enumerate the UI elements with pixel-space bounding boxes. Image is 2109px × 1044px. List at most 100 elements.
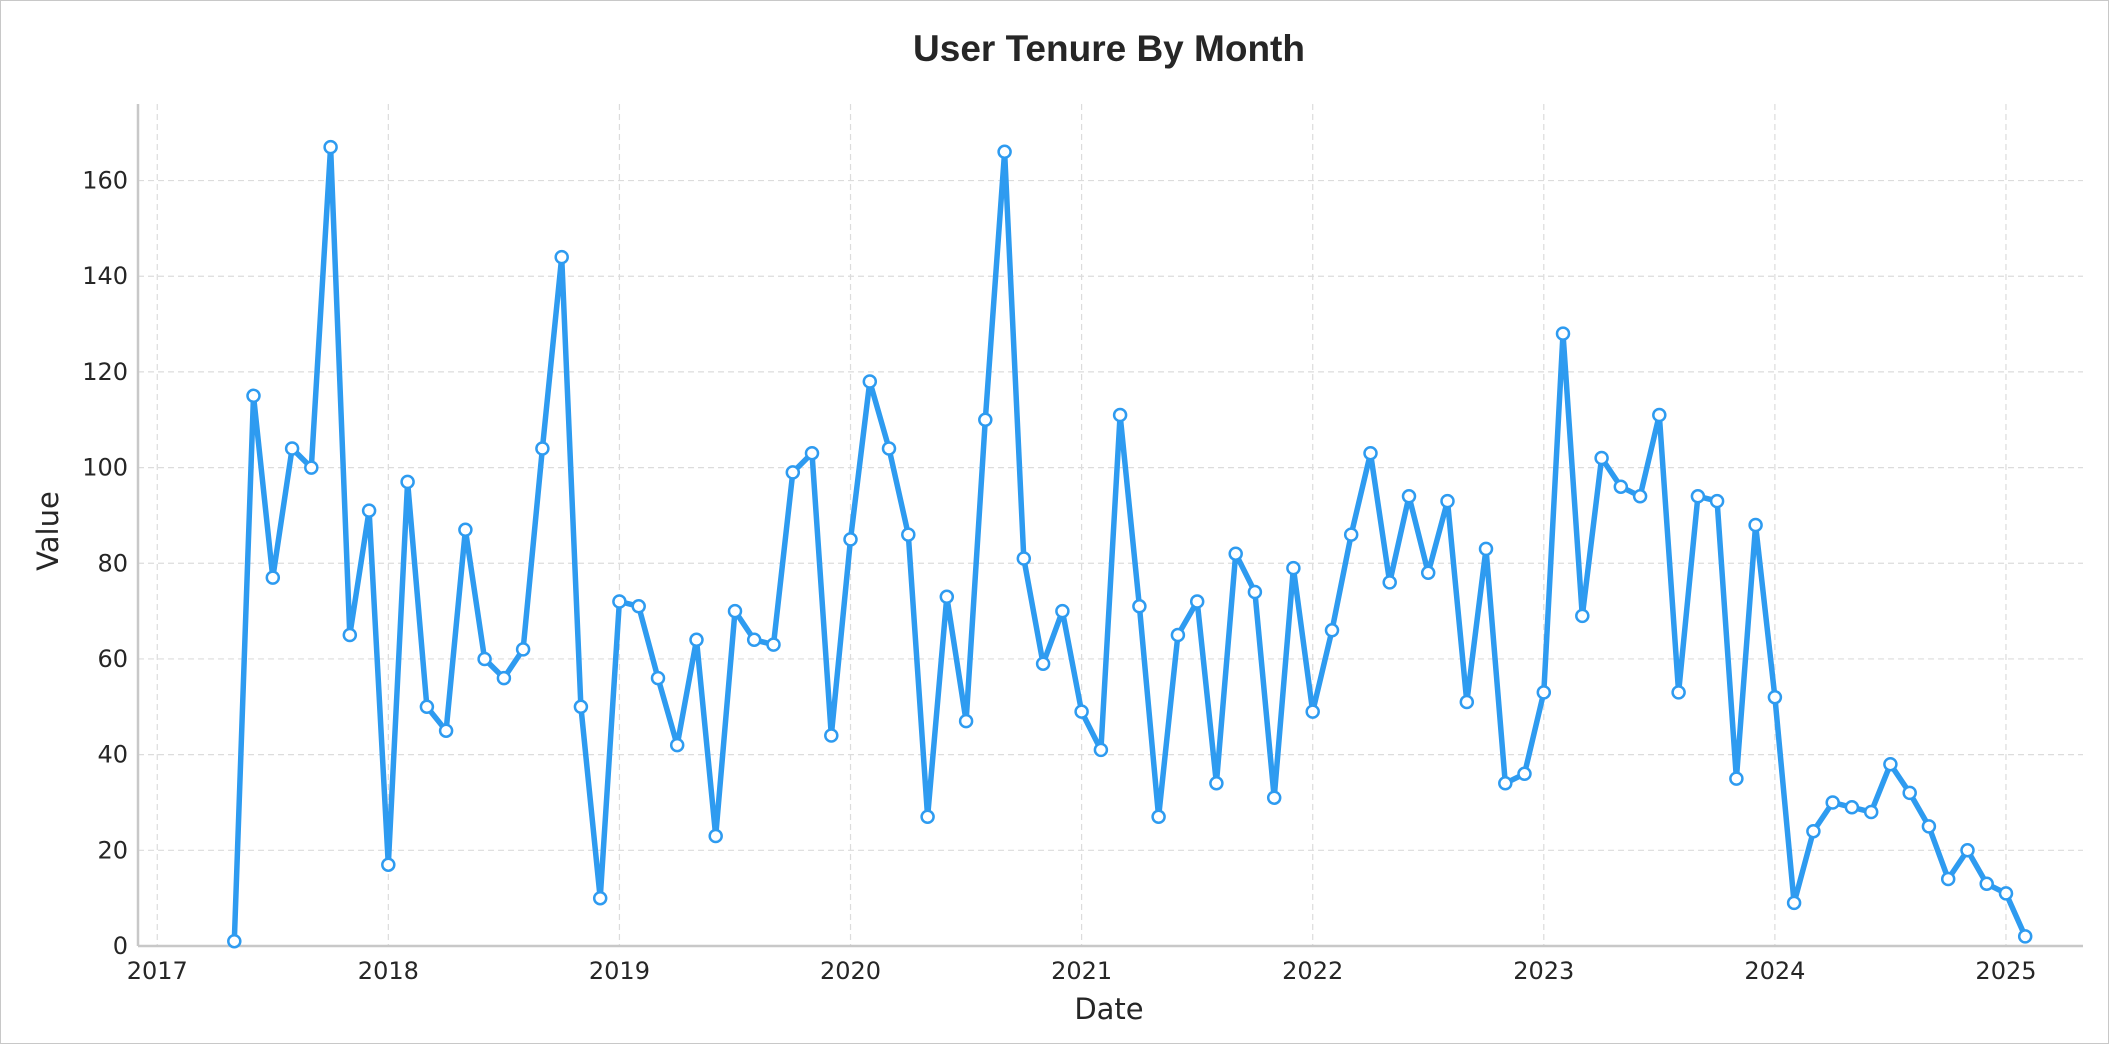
data-point	[958, 713, 974, 729]
data-point	[1363, 445, 1378, 461]
data-point	[1055, 603, 1070, 619]
data-point	[1478, 541, 1494, 557]
x-tick-label: 2024	[1744, 957, 1805, 985]
data-point	[1382, 575, 1397, 590]
data-point	[824, 728, 839, 743]
data-point	[438, 723, 454, 738]
data-point	[1902, 785, 1917, 801]
data-point	[342, 627, 358, 643]
y-axis-label: Value	[31, 491, 65, 571]
x-tick-label: 2023	[1513, 957, 1574, 985]
data-point	[631, 599, 646, 614]
data-point	[862, 374, 878, 389]
data-point	[1883, 756, 1898, 772]
data-point	[1228, 546, 1243, 561]
data-point	[727, 603, 743, 619]
data-point	[1266, 790, 1282, 805]
data-point	[1286, 560, 1301, 576]
y-tick-label: 160	[82, 167, 128, 195]
data-point	[1209, 776, 1224, 791]
data-point	[1420, 565, 1436, 581]
data-point	[1979, 876, 1994, 892]
x-tick-label: 2018	[358, 957, 419, 985]
data-point	[1767, 689, 1783, 705]
data-point	[612, 594, 627, 609]
data-point	[901, 527, 916, 542]
data-point	[1517, 766, 1532, 782]
data-point	[1729, 771, 1744, 786]
gridlines	[138, 104, 2083, 946]
data-point	[708, 828, 723, 844]
data-point	[1016, 551, 1032, 566]
data-point	[1940, 871, 1956, 887]
data-point	[920, 809, 935, 825]
data-point	[1863, 804, 1879, 820]
y-tick-label: 60	[97, 645, 128, 673]
x-tick-label: 2017	[127, 957, 188, 985]
data-point	[1613, 479, 1629, 494]
data-point	[1825, 795, 1840, 810]
data-point	[1401, 489, 1417, 504]
axes	[136, 104, 2083, 948]
data-point	[1440, 493, 1455, 509]
data-point	[1093, 742, 1109, 758]
data-point	[2017, 929, 2033, 944]
x-axis-label: Date	[1074, 992, 1143, 1026]
data-point	[1575, 608, 1590, 624]
data-point	[1652, 407, 1667, 423]
y-tick-label: 0	[113, 932, 128, 960]
data-point	[458, 522, 473, 538]
data-point	[1247, 584, 1263, 600]
data-point	[284, 441, 300, 456]
data-point	[419, 699, 435, 715]
data-point	[1536, 685, 1552, 700]
data-point	[1671, 685, 1686, 700]
x-tick-labels: 2017 2018 2019 2020 2021 2022 2023 2024 2025	[127, 957, 2037, 985]
data-point	[1998, 886, 2014, 901]
data-point	[689, 632, 704, 648]
data-point	[1189, 594, 1205, 609]
data-series	[227, 139, 2033, 949]
data-point	[746, 632, 762, 648]
data-point	[361, 503, 377, 518]
data-point	[650, 670, 666, 686]
x-tick-label: 2020	[820, 957, 881, 985]
data-point	[554, 249, 569, 265]
data-point	[477, 651, 492, 667]
data-point	[304, 460, 319, 475]
data-point	[1035, 656, 1051, 671]
data-point	[1594, 450, 1609, 466]
data-point	[535, 441, 550, 456]
data-point	[323, 139, 338, 155]
data-point	[573, 699, 589, 715]
data-point	[785, 465, 801, 480]
data-point	[265, 570, 281, 585]
data-point	[592, 890, 608, 906]
x-tick-label: 2022	[1282, 957, 1343, 985]
data-point	[881, 441, 897, 456]
data-point	[669, 737, 685, 753]
data-point	[1132, 599, 1147, 614]
x-tick-label: 2019	[589, 957, 650, 985]
y-tick-label: 40	[97, 741, 128, 769]
data-point	[1324, 623, 1340, 638]
y-tick-label: 120	[82, 358, 128, 386]
data-point	[1748, 517, 1763, 533]
data-point	[997, 144, 1012, 160]
x-tick-label: 2021	[1051, 957, 1112, 985]
data-point	[1806, 823, 1821, 839]
data-point	[1112, 407, 1128, 423]
data-point	[1343, 527, 1359, 542]
data-point	[1170, 627, 1186, 643]
data-point	[1305, 704, 1320, 719]
data-point	[939, 589, 955, 605]
data-point	[843, 532, 858, 547]
data-point	[1786, 895, 1802, 911]
data-point	[1555, 326, 1571, 341]
data-point	[1690, 489, 1706, 504]
data-point	[1459, 694, 1475, 710]
data-point	[227, 933, 242, 949]
chart-title: User Tenure By Month	[913, 28, 1305, 69]
